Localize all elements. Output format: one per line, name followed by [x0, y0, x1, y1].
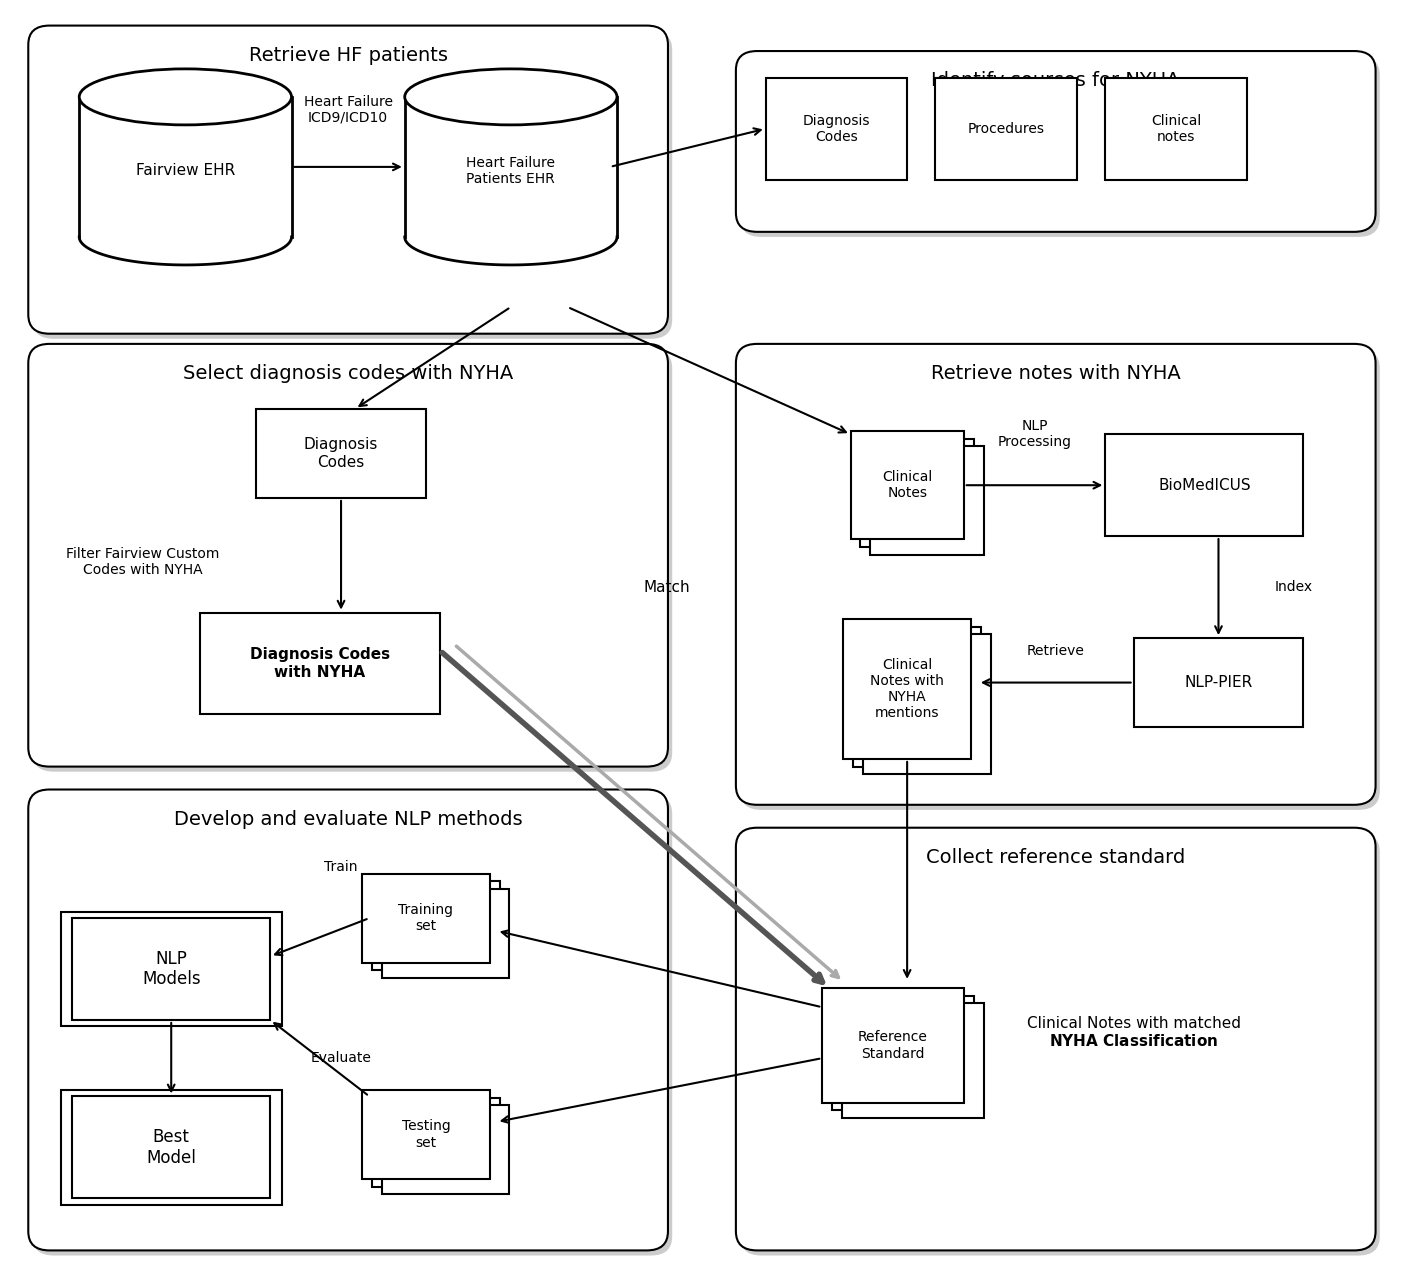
- Text: Clinical
Notes: Clinical Notes: [882, 470, 932, 500]
- Bar: [381, 889, 509, 977]
- FancyBboxPatch shape: [28, 26, 668, 334]
- Text: Diagnosis
Codes: Diagnosis Codes: [803, 114, 871, 144]
- Text: Filter Fairview Custom
Codes with NYHA: Filter Fairview Custom Codes with NYHA: [67, 546, 220, 577]
- Bar: [72, 1096, 271, 1198]
- Bar: [842, 1003, 984, 1118]
- Bar: [72, 919, 271, 1020]
- Bar: [200, 612, 440, 715]
- Bar: [864, 634, 991, 775]
- Bar: [61, 912, 282, 1026]
- Text: Retrieve HF patients: Retrieve HF patients: [248, 46, 448, 65]
- Bar: [1105, 434, 1303, 536]
- Polygon shape: [404, 97, 617, 237]
- Bar: [372, 882, 499, 970]
- Text: Procedures: Procedures: [967, 121, 1045, 135]
- Text: Collect reference standard: Collect reference standard: [926, 849, 1185, 868]
- Text: NLP
Models: NLP Models: [142, 949, 200, 989]
- Text: Testing
set: Testing set: [401, 1119, 451, 1150]
- FancyBboxPatch shape: [28, 345, 668, 767]
- Text: NLP-PIER: NLP-PIER: [1184, 675, 1252, 690]
- Bar: [822, 988, 964, 1102]
- Bar: [766, 78, 908, 180]
- FancyBboxPatch shape: [28, 790, 668, 1250]
- Bar: [362, 1090, 489, 1179]
- FancyBboxPatch shape: [33, 31, 672, 339]
- FancyBboxPatch shape: [740, 56, 1380, 237]
- Text: Diagnosis
Codes: Diagnosis Codes: [303, 438, 379, 470]
- FancyBboxPatch shape: [740, 348, 1380, 810]
- Text: Training
set: Training set: [398, 903, 454, 933]
- Text: Diagnosis Codes
with NYHA: Diagnosis Codes with NYHA: [250, 647, 390, 680]
- FancyBboxPatch shape: [33, 795, 672, 1256]
- Text: Best
Model: Best Model: [146, 1128, 196, 1166]
- Text: Evaluate: Evaluate: [311, 1051, 372, 1065]
- Text: Fairview EHR: Fairview EHR: [136, 163, 235, 179]
- Bar: [61, 1090, 282, 1205]
- Text: Select diagnosis codes with NYHA: Select diagnosis codes with NYHA: [183, 364, 513, 383]
- Text: BioMedICUS: BioMedICUS: [1159, 477, 1251, 493]
- Bar: [362, 874, 489, 962]
- Text: Retrieve notes with NYHA: Retrieve notes with NYHA: [930, 364, 1181, 383]
- Bar: [861, 439, 974, 547]
- Text: Develop and evaluate NLP methods: Develop and evaluate NLP methods: [174, 810, 522, 829]
- Text: Clinical Notes with matched
$\bf{NYHA\ Classification}$: Clinical Notes with matched $\bf{NYHA\ C…: [1027, 1016, 1241, 1049]
- Bar: [381, 1105, 509, 1194]
- Text: Retrieve: Retrieve: [1027, 643, 1085, 657]
- Bar: [851, 431, 964, 540]
- Bar: [854, 627, 981, 767]
- Polygon shape: [79, 97, 292, 237]
- Text: Clinical
notes: Clinical notes: [1151, 114, 1201, 144]
- Bar: [257, 408, 425, 498]
- FancyBboxPatch shape: [740, 833, 1380, 1256]
- Text: Match: Match: [644, 579, 689, 595]
- Text: Identify sources for NYHA: Identify sources for NYHA: [932, 71, 1180, 91]
- Text: Reference
Standard: Reference Standard: [858, 1030, 927, 1060]
- FancyBboxPatch shape: [736, 51, 1375, 232]
- FancyBboxPatch shape: [33, 348, 672, 772]
- FancyBboxPatch shape: [736, 828, 1375, 1250]
- FancyBboxPatch shape: [736, 345, 1375, 805]
- Text: Heart Failure
Patients EHR: Heart Failure Patients EHR: [467, 156, 556, 186]
- Bar: [936, 78, 1076, 180]
- Ellipse shape: [404, 69, 617, 125]
- Bar: [1133, 638, 1303, 727]
- Bar: [832, 995, 974, 1110]
- Bar: [372, 1097, 499, 1187]
- Bar: [871, 447, 984, 555]
- Text: Train: Train: [325, 860, 357, 874]
- Text: Clinical
Notes with
NYHA
mentions: Clinical Notes with NYHA mentions: [871, 657, 944, 720]
- Bar: [844, 619, 971, 759]
- Ellipse shape: [79, 69, 292, 125]
- Bar: [1105, 78, 1246, 180]
- Text: Heart Failure
ICD9/ICD10: Heart Failure ICD9/ICD10: [303, 94, 393, 125]
- Text: NLP
Processing: NLP Processing: [997, 420, 1072, 449]
- Text: Index: Index: [1275, 581, 1313, 595]
